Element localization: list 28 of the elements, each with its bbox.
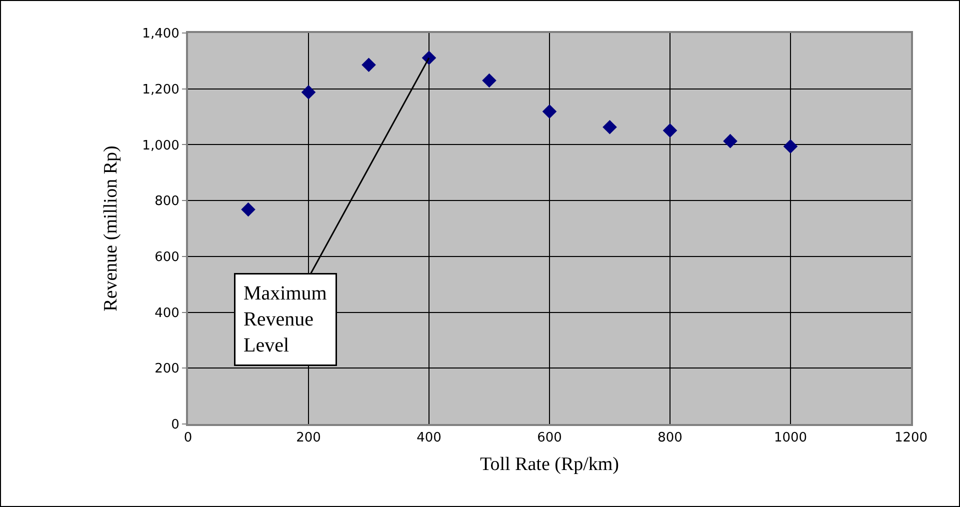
- y-tick-label: 1,400: [142, 26, 180, 42]
- x-tick-label: 1200: [894, 430, 928, 446]
- x-tick-label: 600: [537, 430, 562, 446]
- point: [662, 123, 678, 138]
- x-axis-title: Toll Rate (Rp/km): [480, 454, 620, 475]
- y-tick-label: 1,000: [142, 138, 180, 154]
- point: [362, 58, 376, 72]
- y-tick-label: 600: [154, 250, 180, 265]
- point: [482, 73, 496, 88]
- x-tick-label: 1000: [774, 430, 808, 446]
- x-tick-label: 800: [658, 430, 682, 446]
- point: [723, 134, 738, 148]
- point: [241, 202, 256, 217]
- y-tick-label: 0: [171, 418, 180, 433]
- point: [542, 104, 557, 119]
- point: [422, 50, 436, 66]
- y-axis-title: Revenue (million Rp): [100, 146, 122, 312]
- x-tick-label: 0: [184, 430, 192, 446]
- point: [301, 85, 316, 100]
- y-tick-label: 200: [154, 362, 180, 377]
- y-tick-label: 400: [154, 306, 180, 321]
- point: [783, 139, 798, 154]
- y-tick-label: 800: [154, 194, 180, 210]
- x-tick-label: 200: [296, 430, 321, 446]
- y-tick-label: 1,200: [142, 82, 180, 98]
- annotation: Maximum Revenue Level: [244, 282, 328, 356]
- point: [602, 120, 617, 134]
- x-tick-label: 400: [416, 430, 442, 446]
